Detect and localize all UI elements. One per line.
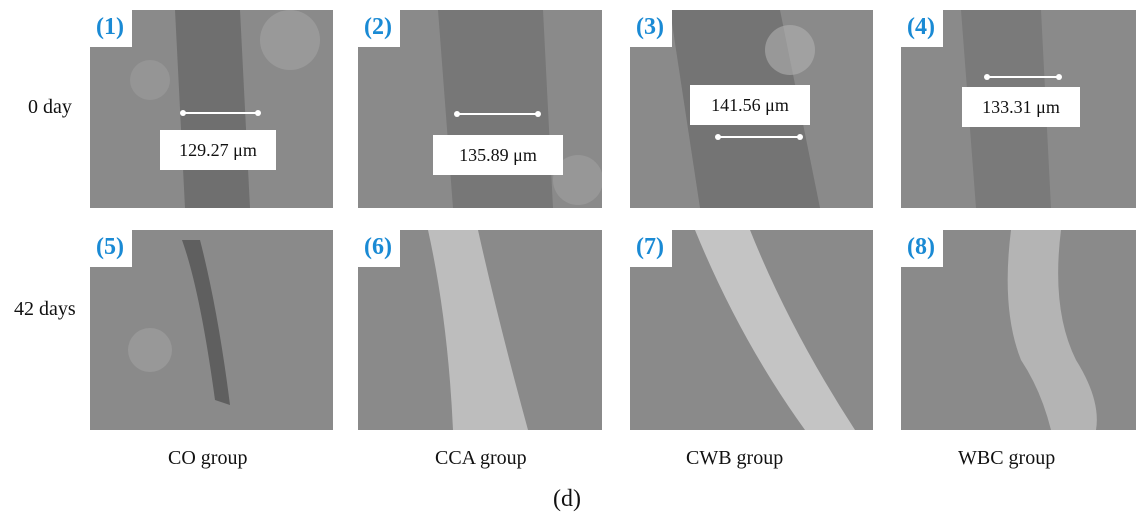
micrograph: (5) [90, 230, 333, 430]
scale-line [718, 136, 800, 138]
panel-label: (4) [901, 10, 943, 47]
micrograph: (8) [901, 230, 1136, 430]
column-label: CO group [168, 447, 247, 470]
micrograph: (2) 135.89 μm [358, 10, 602, 208]
panel-label: (5) [90, 230, 132, 267]
panel-label: (8) [901, 230, 943, 267]
panel-label: (3) [630, 10, 672, 47]
micrograph: (6) [358, 230, 602, 430]
row-label: 0 day [28, 96, 72, 119]
micrograph: (1) 129.27 μm [90, 10, 333, 208]
measurement: 135.89 μm [433, 135, 563, 175]
column-label: CWB group [686, 447, 783, 470]
column-label: WBC group [958, 447, 1055, 470]
scale-line [183, 112, 258, 114]
figure: 0 day 42 days (1) 129.27 μm (2) 135.89 μ… [0, 0, 1136, 520]
panel-label: (2) [358, 10, 400, 47]
micrograph: (3) 141.56 μm [630, 10, 873, 208]
caption: (d) [553, 486, 581, 513]
scale-line [457, 113, 538, 115]
measurement: 141.56 μm [690, 85, 810, 125]
scale-line [987, 76, 1059, 78]
micrograph: (4) 133.31 μm [901, 10, 1136, 208]
column-label: CCA group [435, 447, 527, 470]
measurement: 129.27 μm [160, 130, 276, 170]
panel-label: (7) [630, 230, 672, 267]
row-label: 42 days [14, 298, 76, 321]
panel-label: (1) [90, 10, 132, 47]
micrograph: (7) [630, 230, 873, 430]
measurement: 133.31 μm [962, 87, 1080, 127]
panel-label: (6) [358, 230, 400, 267]
